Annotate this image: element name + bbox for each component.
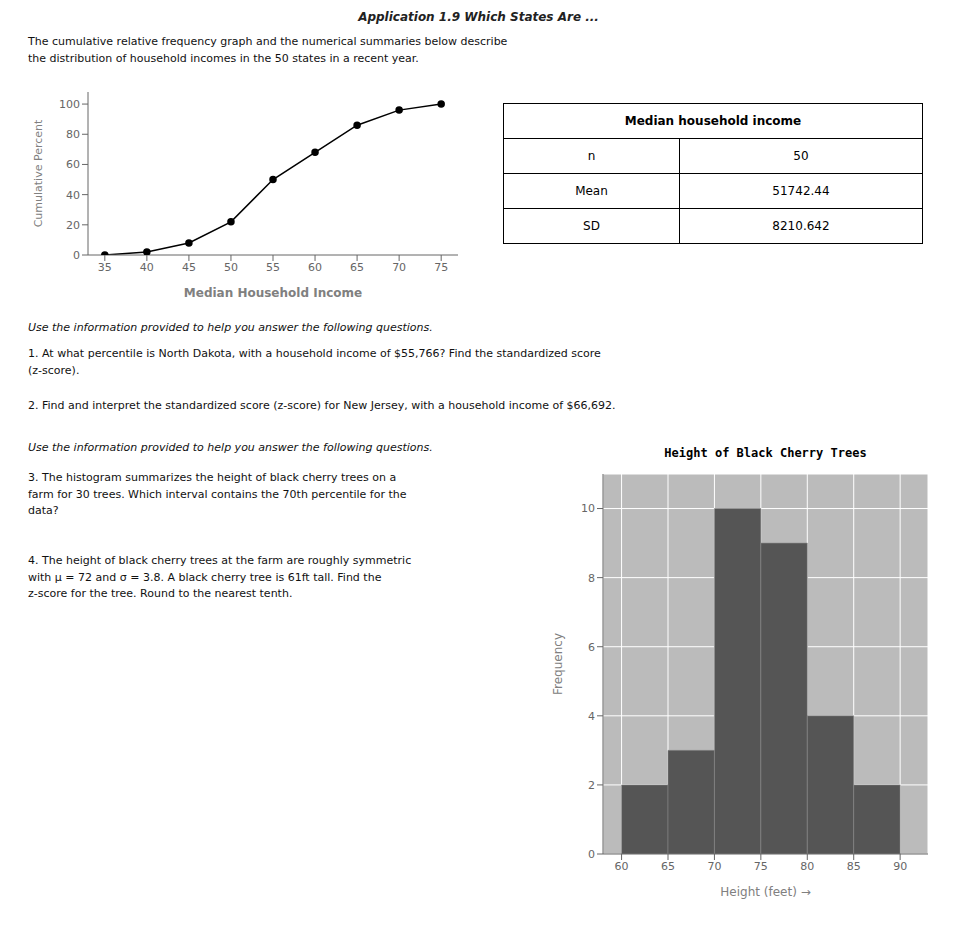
svg-text:65: 65 [350, 261, 364, 274]
svg-text:4: 4 [588, 710, 595, 723]
svg-text:55: 55 [266, 261, 280, 274]
svg-text:85: 85 [847, 860, 861, 873]
html-text:1. At what percentile is North: 1. At what percentile is North Dakota, w… [28, 347, 601, 377]
svg-text:45: 45 [182, 261, 196, 274]
svg-text:2: 2 [588, 779, 595, 792]
html-text:51742.44: 51742.44 [772, 184, 830, 198]
svg-text:60: 60 [615, 860, 629, 873]
html-text:3. The histogram summarizes th: 3. The histogram summarizes the height o… [28, 471, 407, 517]
svg-text:0: 0 [73, 249, 80, 262]
html-text:SD: SD [583, 219, 600, 233]
html-text:8210.642: 8210.642 [772, 219, 830, 233]
svg-text:70: 70 [707, 860, 721, 873]
svg-text:Median Household Income: Median Household Income [184, 286, 362, 300]
html-text:The cumulative relative freque: The cumulative relative frequency graph … [28, 35, 508, 65]
svg-text:8: 8 [588, 572, 595, 585]
html-text:Median household income: Median household income [624, 114, 802, 128]
svg-text:35: 35 [98, 261, 112, 274]
svg-text:75: 75 [754, 860, 768, 873]
svg-text:90: 90 [893, 860, 907, 873]
html-text:Mean: Mean [575, 184, 608, 198]
svg-text:6: 6 [588, 641, 595, 654]
html-text:4. The height of black cherry: 4. The height of black cherry trees at t… [28, 554, 412, 600]
html-text:50: 50 [793, 149, 809, 163]
html-text:n: n [587, 149, 596, 163]
svg-text:50: 50 [224, 261, 238, 274]
svg-text:40: 40 [66, 189, 80, 202]
svg-text:Cumulative Percent: Cumulative Percent [32, 119, 45, 227]
svg-text:40: 40 [140, 261, 154, 274]
svg-text:60: 60 [66, 158, 80, 171]
svg-text:Frequency: Frequency [551, 633, 565, 695]
svg-text:100: 100 [59, 98, 80, 111]
svg-text:70: 70 [392, 261, 406, 274]
html-text:Height of Black Cherry Trees: Height of Black Cherry Trees [664, 446, 867, 460]
svg-text:65: 65 [661, 860, 675, 873]
svg-text:60: 60 [308, 261, 322, 274]
html-text:Use the information provided t: Use the information provided to help you… [28, 321, 433, 334]
svg-text:10: 10 [581, 502, 595, 515]
svg-text:80: 80 [800, 860, 814, 873]
svg-text:75: 75 [434, 261, 448, 274]
html-text:Use the information provided t: Use the information provided to help you… [28, 441, 433, 454]
svg-text:Height (feet) →: Height (feet) → [720, 885, 810, 899]
html-text:Application 1.9 Which States A: Application 1.9 Which States Are ... [358, 10, 599, 24]
svg-text:20: 20 [66, 219, 80, 232]
svg-text:80: 80 [66, 128, 80, 141]
svg-text:0: 0 [588, 848, 595, 861]
html-text:2. Find and interpret the stan: 2. Find and interpret the standardized s… [28, 399, 616, 412]
